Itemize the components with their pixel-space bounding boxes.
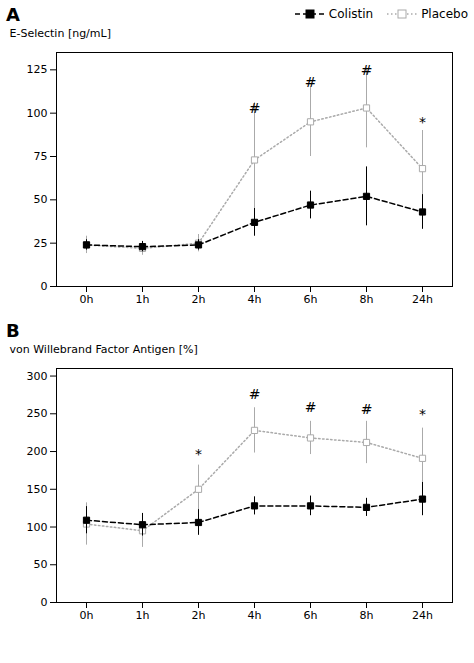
svg-text:8h: 8h (360, 293, 374, 306)
svg-text:*: * (195, 446, 202, 462)
html-text:B: B (6, 319, 20, 341)
svg-text:#: # (249, 386, 261, 402)
svg-text:#: # (361, 401, 373, 417)
html-text:A: A (6, 3, 20, 25)
html-text:Placebo: Placebo (421, 7, 468, 21)
svg-text:50: 50 (34, 558, 48, 571)
svg-text:24h: 24h (412, 609, 433, 622)
svg-text:*: * (419, 114, 426, 130)
svg-text:2h: 2h (192, 293, 206, 306)
svg-text:4h: 4h (248, 609, 262, 622)
svg-text:#: # (249, 100, 261, 116)
svg-text:75: 75 (34, 150, 48, 163)
svg-text:#: # (305, 74, 317, 90)
svg-text:E-Selectin [ng/mL]: E-Selectin [ng/mL] (10, 27, 111, 40)
svg-text:1h: 1h (136, 609, 150, 622)
svg-text:125: 125 (27, 63, 48, 76)
svg-text:300: 300 (27, 370, 48, 383)
html-text:Colistin: Colistin (328, 7, 374, 21)
svg-text:4h: 4h (248, 293, 262, 306)
svg-text:25: 25 (34, 237, 48, 250)
svg-text:150: 150 (27, 483, 48, 496)
svg-text:200: 200 (27, 445, 48, 458)
svg-text:50: 50 (34, 193, 48, 206)
svg-text:100: 100 (27, 521, 48, 534)
svg-text:24h: 24h (412, 293, 433, 306)
svg-text:1h: 1h (136, 293, 150, 306)
svg-text:#: # (305, 399, 317, 415)
svg-text:#: # (361, 62, 373, 78)
svg-text:8h: 8h (360, 609, 374, 622)
svg-text:0h: 0h (80, 293, 94, 306)
svg-text:100: 100 (27, 107, 48, 120)
svg-text:6h: 6h (304, 293, 318, 306)
svg-text:250: 250 (27, 407, 48, 420)
svg-text:von Willebrand Factor Antigen: von Willebrand Factor Antigen [%] (10, 343, 198, 356)
svg-text:0: 0 (41, 596, 48, 609)
svg-text:2h: 2h (192, 609, 206, 622)
svg-text:0: 0 (41, 280, 48, 293)
svg-text:0h: 0h (80, 609, 94, 622)
svg-text:*: * (419, 406, 426, 422)
svg-text:6h: 6h (304, 609, 318, 622)
